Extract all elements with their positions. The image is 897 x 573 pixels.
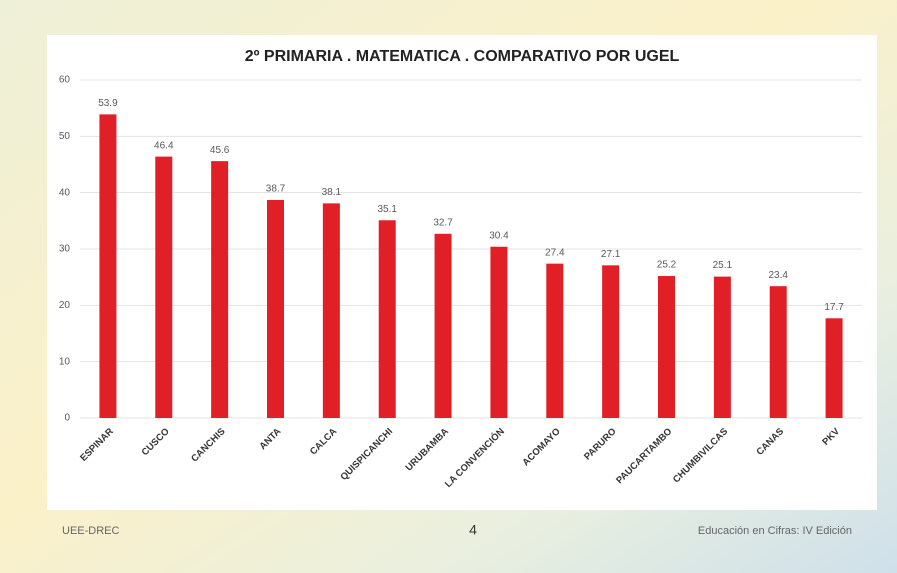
y-tick-label: 20	[59, 300, 71, 311]
bar	[211, 161, 229, 418]
y-tick-label: 60	[59, 75, 71, 86]
bar	[99, 114, 117, 418]
data-label: 25.1	[713, 260, 733, 271]
chart-panel	[47, 35, 877, 510]
data-label: 27.4	[545, 247, 565, 258]
data-label: 53.9	[98, 98, 118, 109]
page-number: 4	[469, 522, 477, 538]
data-label: 35.1	[377, 204, 397, 215]
data-label: 45.6	[210, 145, 230, 156]
chart-title: 2º PRIMARIA . MATEMATICA . COMPARATIVO P…	[245, 48, 680, 65]
y-tick-label: 40	[59, 187, 71, 198]
bar	[769, 286, 787, 418]
data-label: 23.4	[768, 270, 788, 281]
data-label: 46.4	[154, 140, 174, 151]
bar	[322, 203, 340, 418]
y-tick-label: 30	[59, 244, 71, 255]
bar	[267, 199, 284, 418]
bar	[378, 220, 396, 418]
data-label: 25.2	[657, 260, 677, 271]
bar	[490, 246, 508, 418]
bar	[602, 265, 620, 418]
data-label: 38.1	[322, 187, 342, 198]
bar	[713, 276, 731, 418]
bar	[434, 233, 452, 418]
footer-left: UEE-DREC	[62, 525, 120, 537]
y-tick-label: 10	[59, 356, 71, 367]
bar	[546, 263, 564, 418]
bar	[155, 156, 173, 418]
bar	[658, 276, 675, 418]
data-label: 30.4	[489, 230, 509, 241]
data-label: 27.1	[601, 249, 621, 260]
y-tick-label: 0	[64, 413, 70, 424]
footer-right: Educación en Cifras: IV Edición	[698, 525, 852, 537]
data-label: 32.7	[433, 217, 453, 228]
bar	[825, 318, 843, 418]
y-tick-label: 50	[59, 131, 71, 142]
data-label: 17.7	[824, 302, 844, 313]
data-label: 38.7	[266, 184, 286, 195]
